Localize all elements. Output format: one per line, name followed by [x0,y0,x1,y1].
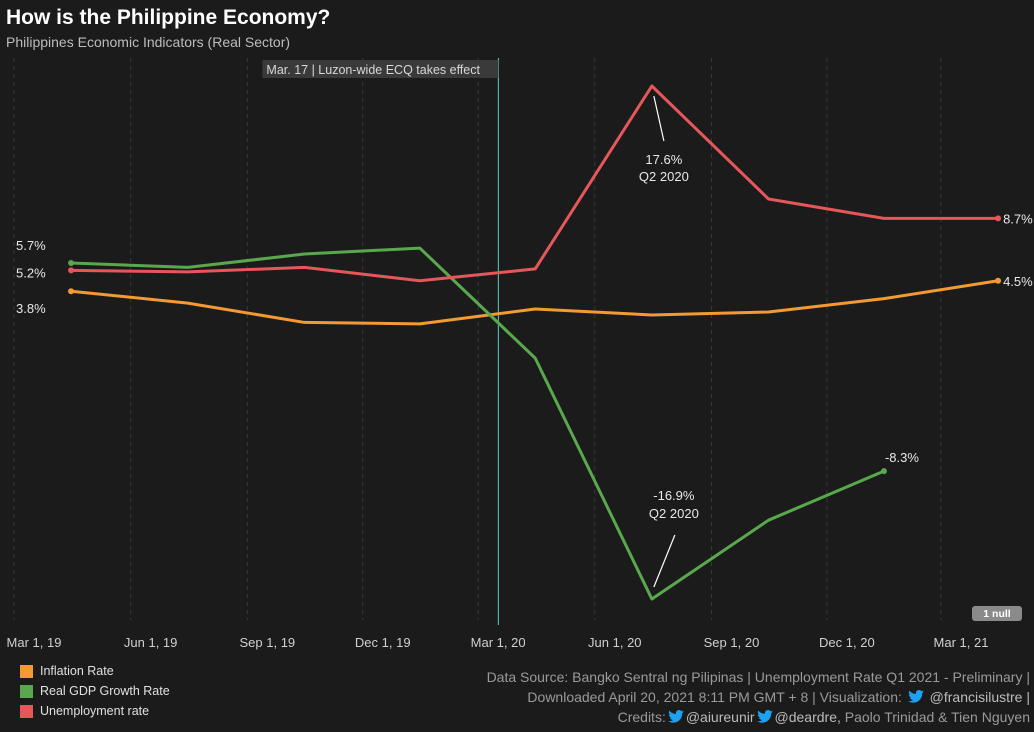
x-tick-label: Mar 1, 19 [7,635,62,650]
footer-line-credits: Credits: @aiureunir @deardre, Paolo Trinid… [487,707,1030,727]
footer-line-download: Downloaded April 20, 2021 8:11 PM GMT + … [487,687,1030,707]
footer-handle-credit-2[interactable]: @deardre, [774,709,841,725]
null-badge-label: 1 null [983,608,1011,620]
event-marker-label-bg [262,60,499,78]
legend-swatch-unemployment [20,704,33,718]
legend-label: Unemployment rate [40,704,150,718]
chart-subtitle: Philippines Economic Indicators (Real Se… [6,34,291,50]
start-value-label: 3.8% [16,301,46,316]
legend-item-gdp[interactable]: Real GDP Growth Rate [20,681,170,701]
twitter-icon [907,688,924,703]
series-start-dot [68,267,75,274]
footer-credits-text: Credits: [617,709,666,725]
x-tick-label: Mar 1, 21 [934,635,989,650]
x-tick-label: Sep 1, 19 [240,635,296,650]
annotation-leader [653,534,676,588]
legend-item-unemployment[interactable]: Unemployment rate [20,701,170,721]
x-tick-label: Mar 1, 20 [471,635,526,650]
annotation-value: -16.9% [653,488,695,503]
series-line-unemployment-rate [71,84,999,283]
annotation-value: 17.6% [645,152,682,167]
legend-swatch-gdp [20,684,33,698]
end-value-label: 8.7% [1003,211,1033,226]
legend-label: Real GDP Growth Rate [40,684,170,698]
legend-item-inflation[interactable]: Inflation Rate [20,661,170,681]
x-tick-label: Jun 1, 19 [124,635,178,650]
footer-credits-names: Paolo Trinidad & Tien Nguyen [844,709,1030,725]
twitter-icon [756,708,773,723]
end-value-label: -8.3% [885,450,919,465]
series-line-inflation-rate [70,279,999,326]
footer-handle-credit-1[interactable]: @aiureunir [685,709,755,725]
annotation-period: Q2 2020 [649,506,699,521]
null-badge [972,606,1022,621]
start-value-label: 5.2% [16,265,46,280]
x-tick-label: Dec 1, 20 [819,635,875,650]
annotation-period: Q2 2020 [639,169,689,184]
footer-line-source: Data Source: Bangko Sentral ng Pilipinas… [486,669,1030,685]
series-end-dot [995,215,1002,222]
x-tick-label: Sep 1, 20 [704,635,760,650]
footer-credits: Data Source: Bangko Sentral ng Pilipinas… [487,667,1030,727]
series-start-dot [68,288,75,295]
legend: Inflation Rate Real GDP Growth Rate Unem… [20,661,170,721]
chart-title: How is the Philippine Economy? [6,6,331,29]
x-tick-label: Jun 1, 20 [588,635,642,650]
series-end-dot [880,468,887,475]
x-tick-label: Dec 1, 19 [355,635,411,650]
legend-swatch-inflation [20,664,33,678]
event-marker-label: Mar. 17 | Luzon-wide ECQ takes effect [266,63,480,77]
series-line-real-gdp-growth-rate [71,246,885,601]
start-value-label: 5.7% [16,238,46,253]
series-start-dot [68,259,75,266]
annotation-leader [653,95,665,142]
footer-download-text: Downloaded April 20, 2021 8:11 PM GMT + … [527,689,902,705]
twitter-icon [668,708,684,723]
legend-label: Inflation Rate [40,664,114,678]
series-end-dot [995,277,1002,284]
end-value-label: 4.5% [1003,274,1033,289]
footer-handle-viz[interactable]: @francisilustre | [929,689,1030,705]
line-chart: Mar 1, 19 Jun 1, 19 Sep 1, 19 Dec 1, 19 Mar … [7,58,1033,650]
